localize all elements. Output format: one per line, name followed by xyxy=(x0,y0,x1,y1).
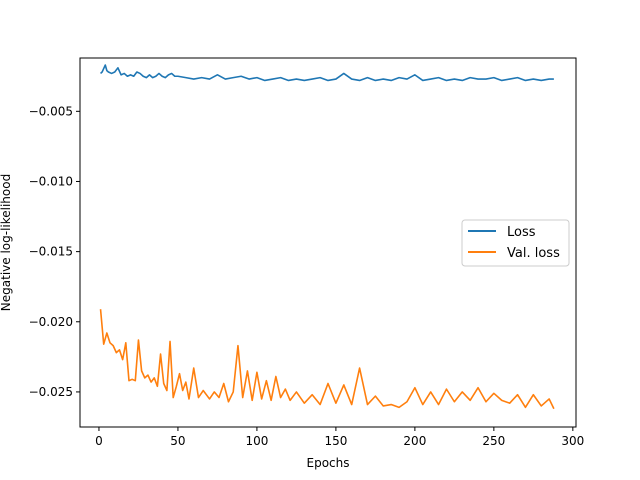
x-tick-label: 200 xyxy=(403,434,426,448)
x-tick-label: 0 xyxy=(95,434,103,448)
y-tick-label: −0.015 xyxy=(29,245,73,259)
legend-label-val-loss: Val. loss xyxy=(507,246,560,261)
x-tick-label: 50 xyxy=(170,434,185,448)
x-tick-label: 150 xyxy=(324,434,347,448)
plot-area xyxy=(99,64,555,410)
y-tick-label: −0.025 xyxy=(29,385,73,399)
x-axis: 0 50 100 150 200 250 300 xyxy=(95,427,584,448)
legend-label-loss: Loss xyxy=(507,225,536,240)
x-tick-label: 100 xyxy=(245,434,268,448)
x-tick-label: 300 xyxy=(561,434,584,448)
y-tick-label: −0.010 xyxy=(29,174,73,188)
x-axis-title: Epochs xyxy=(307,456,350,470)
series-line-loss xyxy=(100,64,554,82)
y-tick-label: −0.020 xyxy=(29,315,73,329)
x-tick-label: 250 xyxy=(482,434,505,448)
y-axis: −0.025 −0.020 −0.015 −0.010 −0.005 xyxy=(29,104,80,399)
series-line-val-loss xyxy=(99,309,555,410)
axes-frame xyxy=(79,57,577,428)
legend: Loss Val. loss xyxy=(461,219,570,267)
y-axis-title: Negative log-likelihood xyxy=(0,174,13,311)
y-tick-label: −0.005 xyxy=(29,104,73,118)
